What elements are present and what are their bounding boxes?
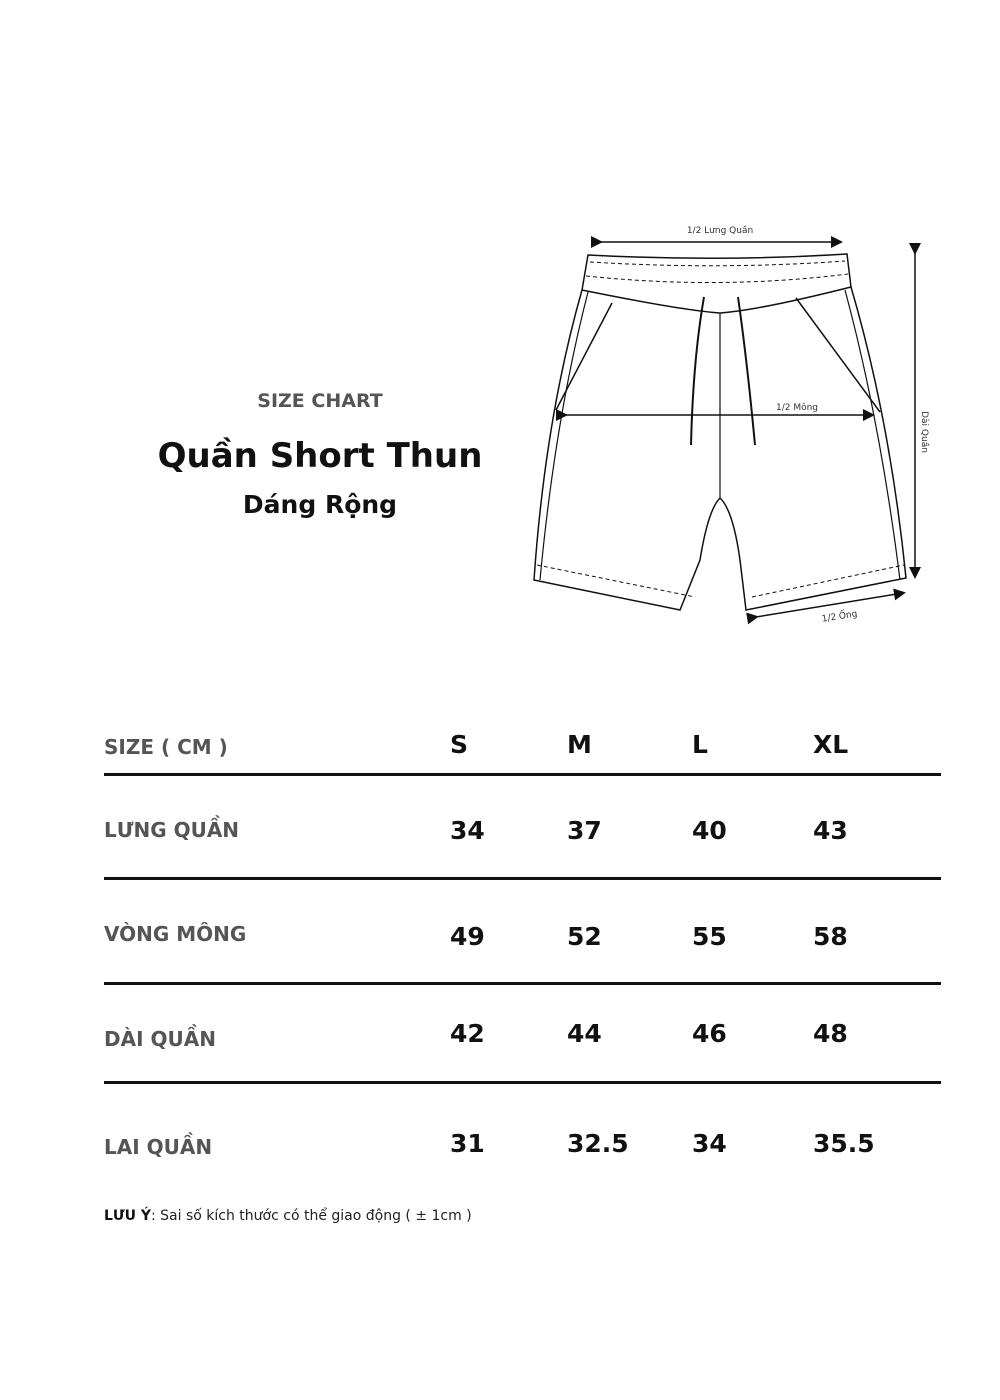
row-label: DÀI QUẦN [104, 1027, 216, 1051]
size-m: M [567, 730, 592, 759]
cell: 58 [813, 922, 848, 951]
cell: 42 [450, 1019, 485, 1048]
size-xl: XL [813, 730, 849, 759]
divider [104, 982, 941, 985]
row-label: LƯNG QUẦN [104, 818, 240, 842]
cell: 32.5 [567, 1129, 629, 1158]
cell: 34 [450, 816, 485, 845]
note-text: : Sai số kích thước có thể giao động ( ±… [151, 1208, 472, 1224]
cell: 55 [692, 922, 727, 951]
length-label: Dài Quần [919, 411, 930, 453]
size-s: S [450, 730, 469, 759]
cell: 44 [567, 1019, 602, 1048]
row-label: VÒNG MÔNG [104, 922, 247, 946]
cell: 31 [450, 1129, 485, 1158]
leg-arrow [746, 588, 906, 625]
product-subtitle: Dáng Rộng [242, 490, 398, 519]
cell: 34 [692, 1129, 727, 1158]
hip-label: 1/2 Mông [776, 402, 818, 413]
waist-label: 1/2 Lưng Quần [687, 225, 753, 236]
divider [104, 877, 941, 880]
row-label: LAI QUẦN [104, 1135, 213, 1159]
divider [104, 773, 941, 776]
cell: 37 [567, 816, 602, 845]
cell: 46 [692, 1019, 727, 1048]
cell: 48 [813, 1019, 848, 1048]
note-label: LƯU Ý [104, 1208, 151, 1224]
header-label: SIZE ( CM ) [104, 735, 228, 759]
note: LƯU Ý: Sai số kích thước có thể giao độn… [104, 1208, 472, 1224]
size-l: L [692, 730, 708, 759]
cell: 40 [692, 816, 727, 845]
shorts-outline [533, 253, 907, 611]
leg-label: 1/2 Ống [821, 606, 858, 624]
shorts-diagram: 1/2 Lưng Quần 1/2 Mông Dài Quần 1/2 Ống [533, 225, 930, 625]
cell: 52 [567, 922, 602, 951]
cell: 43 [813, 816, 848, 845]
product-title: Quần Short Thun [157, 436, 483, 476]
cell: 49 [450, 922, 485, 951]
kicker: SIZE CHART [257, 390, 383, 412]
divider [104, 1081, 941, 1084]
cell: 35.5 [813, 1129, 875, 1158]
